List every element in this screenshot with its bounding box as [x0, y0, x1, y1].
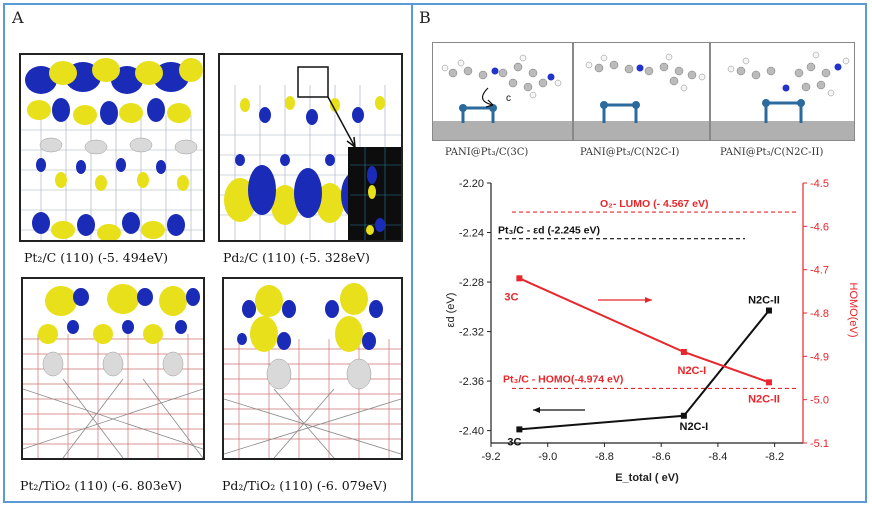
x-tick-label: -9.0	[538, 451, 557, 463]
reference-line-label: Pt₃/C - εd (-2.245 eV)	[498, 225, 600, 237]
data-point	[516, 275, 523, 282]
panel-divider	[411, 3, 413, 503]
data-label: N2C-II	[748, 393, 780, 405]
x-tick-label: -8.2	[765, 451, 784, 463]
pd2-c-caption: Pd₂/C (110) (-5. 328eV)	[223, 250, 370, 265]
x-tick-label: -8.4	[708, 451, 727, 463]
series-line	[518, 277, 770, 384]
y-right-axis-label: HOMO(eV)	[847, 283, 859, 338]
data-point	[765, 379, 772, 386]
y-left-tick-label: -2.20	[459, 178, 484, 190]
pt2-tio2-caption: Pt₂/TiO₂ (110) (-6. 803eV)	[20, 478, 182, 493]
y-right-tick-label: -5.1	[810, 438, 829, 450]
figure-frame	[3, 3, 867, 503]
reference-line-label: O₂- LUMO (- 4.567 eV)	[600, 198, 709, 210]
x-axis-label: E_total ( eV)	[615, 472, 679, 484]
pt2-c-charge-density-image	[19, 53, 205, 242]
pt2-c-caption: Pt₂/C (110) (-5. 494eV)	[24, 250, 168, 265]
y-left-tick-label: -2.24	[459, 228, 484, 240]
y-left-tick-label: -2.32	[459, 327, 484, 339]
x-tick-label: -9.2	[482, 451, 501, 463]
y-right-tick-label: -4.8	[810, 308, 829, 320]
pt2-tio2-charge-density-image	[21, 277, 205, 460]
data-point	[765, 307, 772, 314]
data-point	[680, 349, 687, 355]
structure-n2c-i-label: PANI@Pt₃/C(N2C-I)	[580, 147, 680, 158]
data-label: 3C	[507, 436, 521, 448]
structure-n2c-ii-image	[710, 42, 855, 141]
y-right-tick-label: -4.5	[810, 178, 829, 190]
y-right-tick-label: -4.9	[810, 351, 829, 363]
data-point	[680, 412, 687, 419]
structure-n2c-i-image	[573, 42, 710, 141]
data-label: N2C-I	[678, 365, 707, 377]
data-label: N2C-II	[748, 295, 780, 307]
pd2-tio2-caption: Pd₂/TiO₂ (110) (-6. 079eV)	[222, 478, 387, 493]
structure-n2c-ii-label: PANI@Pt₃/C(N2C-II)	[720, 147, 824, 158]
pd2-tio2-charge-density-image	[222, 277, 403, 460]
data-label: 3C	[504, 291, 518, 303]
data-point	[516, 426, 523, 433]
structure-3c-image: c	[432, 42, 573, 141]
structure-3c-label: PANI@Pt₃/C(3C)	[445, 147, 529, 158]
y-right-tick-label: -4.6	[810, 221, 829, 233]
black-series-arrow-head	[533, 407, 540, 413]
y-left-tick-label: -2.28	[459, 277, 484, 289]
reference-line-label: Pt₃/C - HOMO(-4.974 eV)	[503, 373, 623, 385]
red-series-arrow-head	[645, 297, 652, 303]
panel-b-letter: B	[419, 8, 431, 27]
x-tick-label: -8.6	[652, 451, 671, 463]
data-label: N2C-I	[680, 421, 709, 433]
x-tick-label: -8.8	[595, 451, 614, 463]
rotation-label: c	[506, 93, 511, 104]
pd2-c-charge-density-image	[218, 53, 403, 242]
y-right-tick-label: -4.7	[810, 265, 829, 277]
y-right-tick-label: -5.0	[810, 395, 829, 407]
y-left-tick-label: -2.36	[459, 376, 484, 388]
y-left-tick-label: -2.40	[459, 426, 484, 438]
y-left-axis-label: εd (eV)	[445, 293, 457, 328]
panel-a-letter: A	[12, 8, 24, 27]
